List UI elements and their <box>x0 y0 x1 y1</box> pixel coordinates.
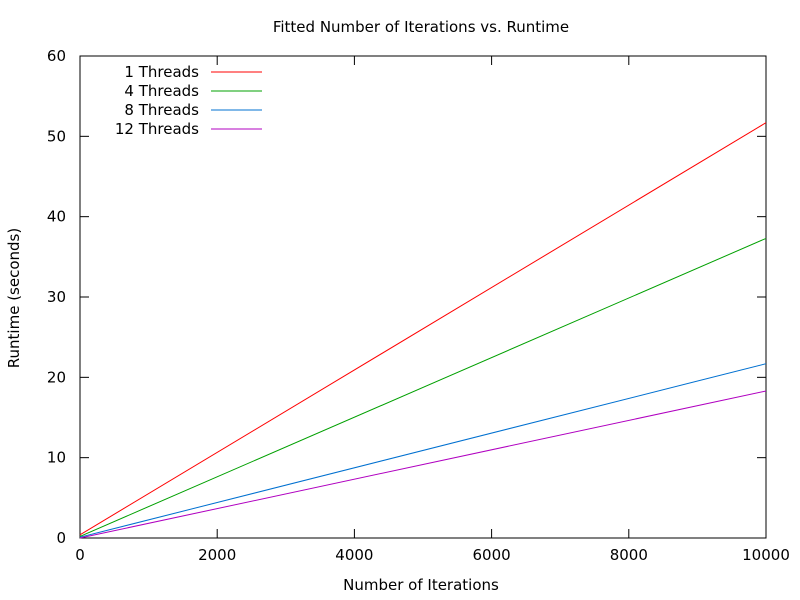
y-tick-label: 20 <box>47 368 66 386</box>
x-tick-label: 0 <box>75 546 85 564</box>
legend-label: 4 Threads <box>124 82 199 100</box>
y-tick-label: 10 <box>47 449 66 467</box>
x-axis-title: Number of Iterations <box>343 576 499 594</box>
y-tick-label: 0 <box>56 529 66 547</box>
y-tick-label: 40 <box>47 208 66 226</box>
x-tick-label: 2000 <box>198 546 236 564</box>
legend-label: 8 Threads <box>124 101 199 119</box>
x-tick-label: 10000 <box>742 546 790 564</box>
series-line <box>79 390 767 539</box>
y-tick-label: 60 <box>47 47 66 65</box>
series-lines <box>79 122 767 539</box>
x-tick-label: 8000 <box>610 546 648 564</box>
y-tick-label: 30 <box>47 288 66 306</box>
chart-title: Fitted Number of Iterations vs. Runtime <box>273 18 569 36</box>
series-line <box>79 237 767 537</box>
legend-label: 12 Threads <box>115 120 199 138</box>
series-line <box>79 122 767 536</box>
legend-label: 1 Threads <box>124 63 199 81</box>
x-tick-label: 4000 <box>335 546 373 564</box>
axis-ticks: 0 2000 4000 6000 8000 10000 0 10 20 30 40 50 60 <box>47 47 790 564</box>
y-tick-label: 50 <box>47 127 66 145</box>
y-axis-title: Runtime (seconds) <box>5 228 23 368</box>
x-tick-label: 6000 <box>473 546 511 564</box>
series-line <box>79 363 767 538</box>
